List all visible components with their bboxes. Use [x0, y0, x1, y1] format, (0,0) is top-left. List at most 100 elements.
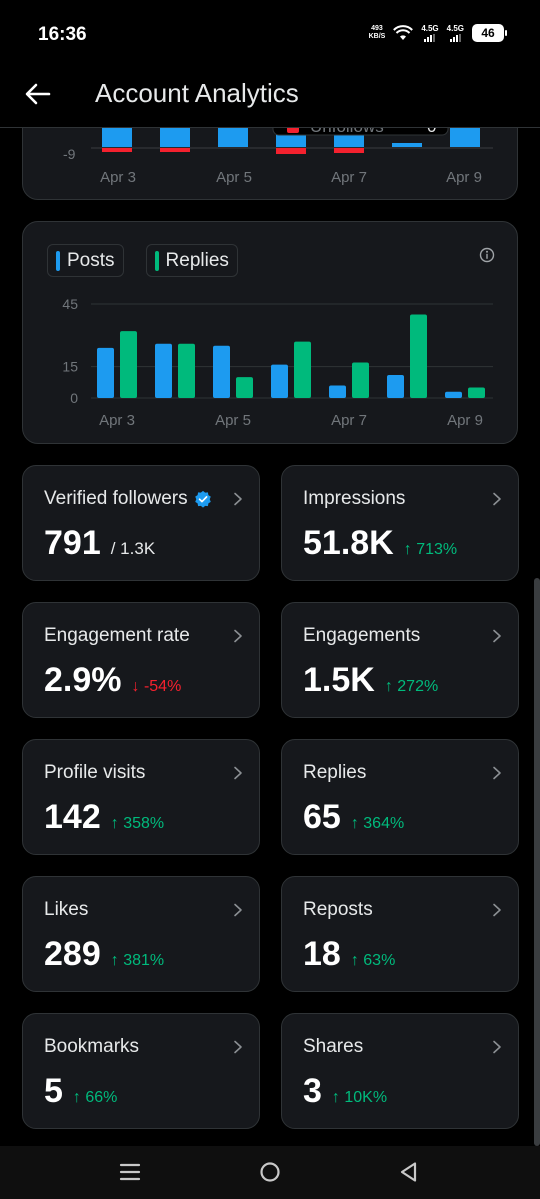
posts-bar[interactable] [387, 375, 404, 398]
metric-label-text: Likes [44, 899, 89, 920]
system-nav-bar [0, 1146, 540, 1199]
scrollbar[interactable] [534, 578, 540, 1146]
metric-delta: ↑ 10K% [331, 1089, 388, 1106]
metric-value-row: 142 ↑ 358% [44, 798, 164, 837]
metric-label: Shares [303, 1036, 363, 1058]
unfollows-bar [276, 148, 306, 154]
metric-card[interactable]: Verified followers 791 / 1.3K [22, 465, 260, 581]
chevron-right-icon [493, 492, 501, 506]
metric-value: 1.5K [303, 661, 375, 699]
net-speed: 493 KB/S [368, 25, 386, 40]
battery-icon: 46 [472, 24, 507, 42]
replies-bar[interactable] [410, 314, 427, 398]
metric-delta: ↑ 358% [110, 815, 165, 832]
metric-value: 51.8K [303, 524, 394, 562]
y-tick-label: 15 [62, 359, 78, 375]
arrow-up-icon: ↑ [72, 1089, 86, 1106]
metric-card[interactable]: Shares 3 ↑ 10K% [281, 1013, 519, 1129]
chevron-right-icon [234, 492, 242, 506]
posts-bar[interactable] [271, 364, 288, 398]
page-title: Account Analytics [95, 78, 299, 108]
chevron-right-icon [493, 766, 501, 780]
posts-bar[interactable] [97, 347, 114, 398]
metric-delta: ↑ 364% [350, 815, 405, 832]
metric-value-row: 65 ↑ 364% [303, 798, 404, 837]
x-tick-label: Apr 3 [100, 169, 136, 186]
arrow-up-icon: ↑ [110, 952, 124, 969]
metric-value: 2.9% [44, 661, 122, 699]
wifi-icon [393, 25, 414, 40]
replies-bar[interactable] [178, 343, 195, 398]
metric-label-text: Shares [303, 1036, 364, 1057]
arrow-up-icon: ↑ [110, 815, 124, 832]
metric-card[interactable]: Reposts 18 ↑ 63% [281, 876, 519, 992]
metric-card[interactable]: Replies 65 ↑ 364% [281, 739, 519, 855]
metric-value: 791 [44, 524, 101, 562]
replies-bar[interactable] [352, 362, 369, 398]
metric-value: 289 [44, 935, 101, 973]
metric-value-row: 289 ↑ 381% [44, 935, 164, 974]
legend-posts[interactable]: Posts [47, 244, 124, 277]
x-tick-label: Apr 3 [99, 412, 135, 429]
unfollows-bar [334, 148, 364, 153]
arrow-down-icon: ↓ [131, 678, 144, 695]
home-circle-icon[interactable] [258, 1160, 282, 1184]
arrow-left-icon[interactable] [24, 80, 52, 108]
posts-bar[interactable] [213, 345, 230, 398]
back-triangle-icon[interactable] [397, 1160, 421, 1184]
chevron-right-icon [493, 1040, 501, 1054]
metric-delta: ↑ 272% [384, 678, 439, 695]
app-bar: Account Analytics [0, 70, 540, 128]
metric-card[interactable]: Engagement rate 2.9% ↓ -54% [22, 602, 260, 718]
metric-card[interactable]: Impressions 51.8K ↑ 713% [281, 465, 519, 581]
follows-bar [392, 143, 422, 147]
metric-label: Reposts [303, 899, 373, 921]
status-icons: 493 KB/S 4.5G 4.5G 46 [368, 24, 507, 42]
legend-replies[interactable]: Replies [145, 244, 238, 277]
metric-label: Engagements [303, 625, 420, 647]
chevron-right-icon [493, 629, 501, 643]
x-tick-label: Apr 7 [331, 169, 367, 186]
menu-icon[interactable] [118, 1160, 142, 1184]
metric-value-row: 51.8K ↑ 713% [303, 524, 457, 563]
metric-card[interactable]: Profile visits 142 ↑ 358% [22, 739, 260, 855]
metric-delta: ↑ 66% [72, 1089, 118, 1106]
arrow-up-icon: ↑ [350, 952, 364, 969]
metric-value-row: 3 ↑ 10K% [303, 1072, 387, 1111]
metric-value: 142 [44, 798, 101, 836]
metric-label-text: Reposts [303, 899, 373, 920]
x-tick-label: Apr 9 [447, 412, 483, 429]
metric-delta: ↑ 63% [350, 952, 396, 969]
replies-bar[interactable] [236, 377, 253, 398]
chevron-right-icon [234, 1040, 242, 1054]
posts-bar[interactable] [445, 391, 462, 398]
y-tick-label: 0 [70, 390, 78, 406]
metric-label-text: Engagements [303, 625, 421, 646]
x-tick-label: Apr 9 [446, 169, 482, 186]
replies-bar[interactable] [120, 331, 137, 398]
verified-badge-icon [194, 490, 211, 508]
status-time: 16:36 [38, 24, 87, 45]
posts-bar[interactable] [155, 343, 172, 398]
metric-value-row: 791 / 1.3K [44, 524, 155, 563]
metric-label: Profile visits [44, 762, 145, 784]
metric-label-text: Bookmarks [44, 1036, 140, 1057]
posts-bar[interactable] [329, 385, 346, 398]
metric-value: 65 [303, 798, 341, 836]
status-bar: 16:36 493 KB/S 4.5G 4.5G 46 [0, 0, 540, 70]
metric-delta: ↑ 713% [403, 541, 458, 558]
replies-bar[interactable] [294, 341, 311, 398]
metric-card[interactable]: Likes 289 ↑ 381% [22, 876, 260, 992]
metric-card[interactable]: Engagements 1.5K ↑ 272% [281, 602, 519, 718]
posts-replies-chart-card: Posts Replies 45 15 0 Apr 3 Apr 5 Apr 7 Apr 9 [22, 221, 518, 444]
metric-label-text: Impressions [303, 488, 406, 509]
chevron-right-icon [234, 903, 242, 917]
metric-sub: / 1.3K [110, 539, 156, 558]
unfollows-bar [102, 148, 132, 152]
metric-label: Verified followers [44, 488, 212, 510]
metric-card[interactable]: Bookmarks 5 ↑ 66% [22, 1013, 260, 1129]
arrow-up-icon: ↑ [403, 541, 417, 558]
arrow-up-icon: ↑ [350, 815, 364, 832]
info-icon[interactable] [479, 247, 495, 263]
replies-bar[interactable] [468, 387, 485, 398]
